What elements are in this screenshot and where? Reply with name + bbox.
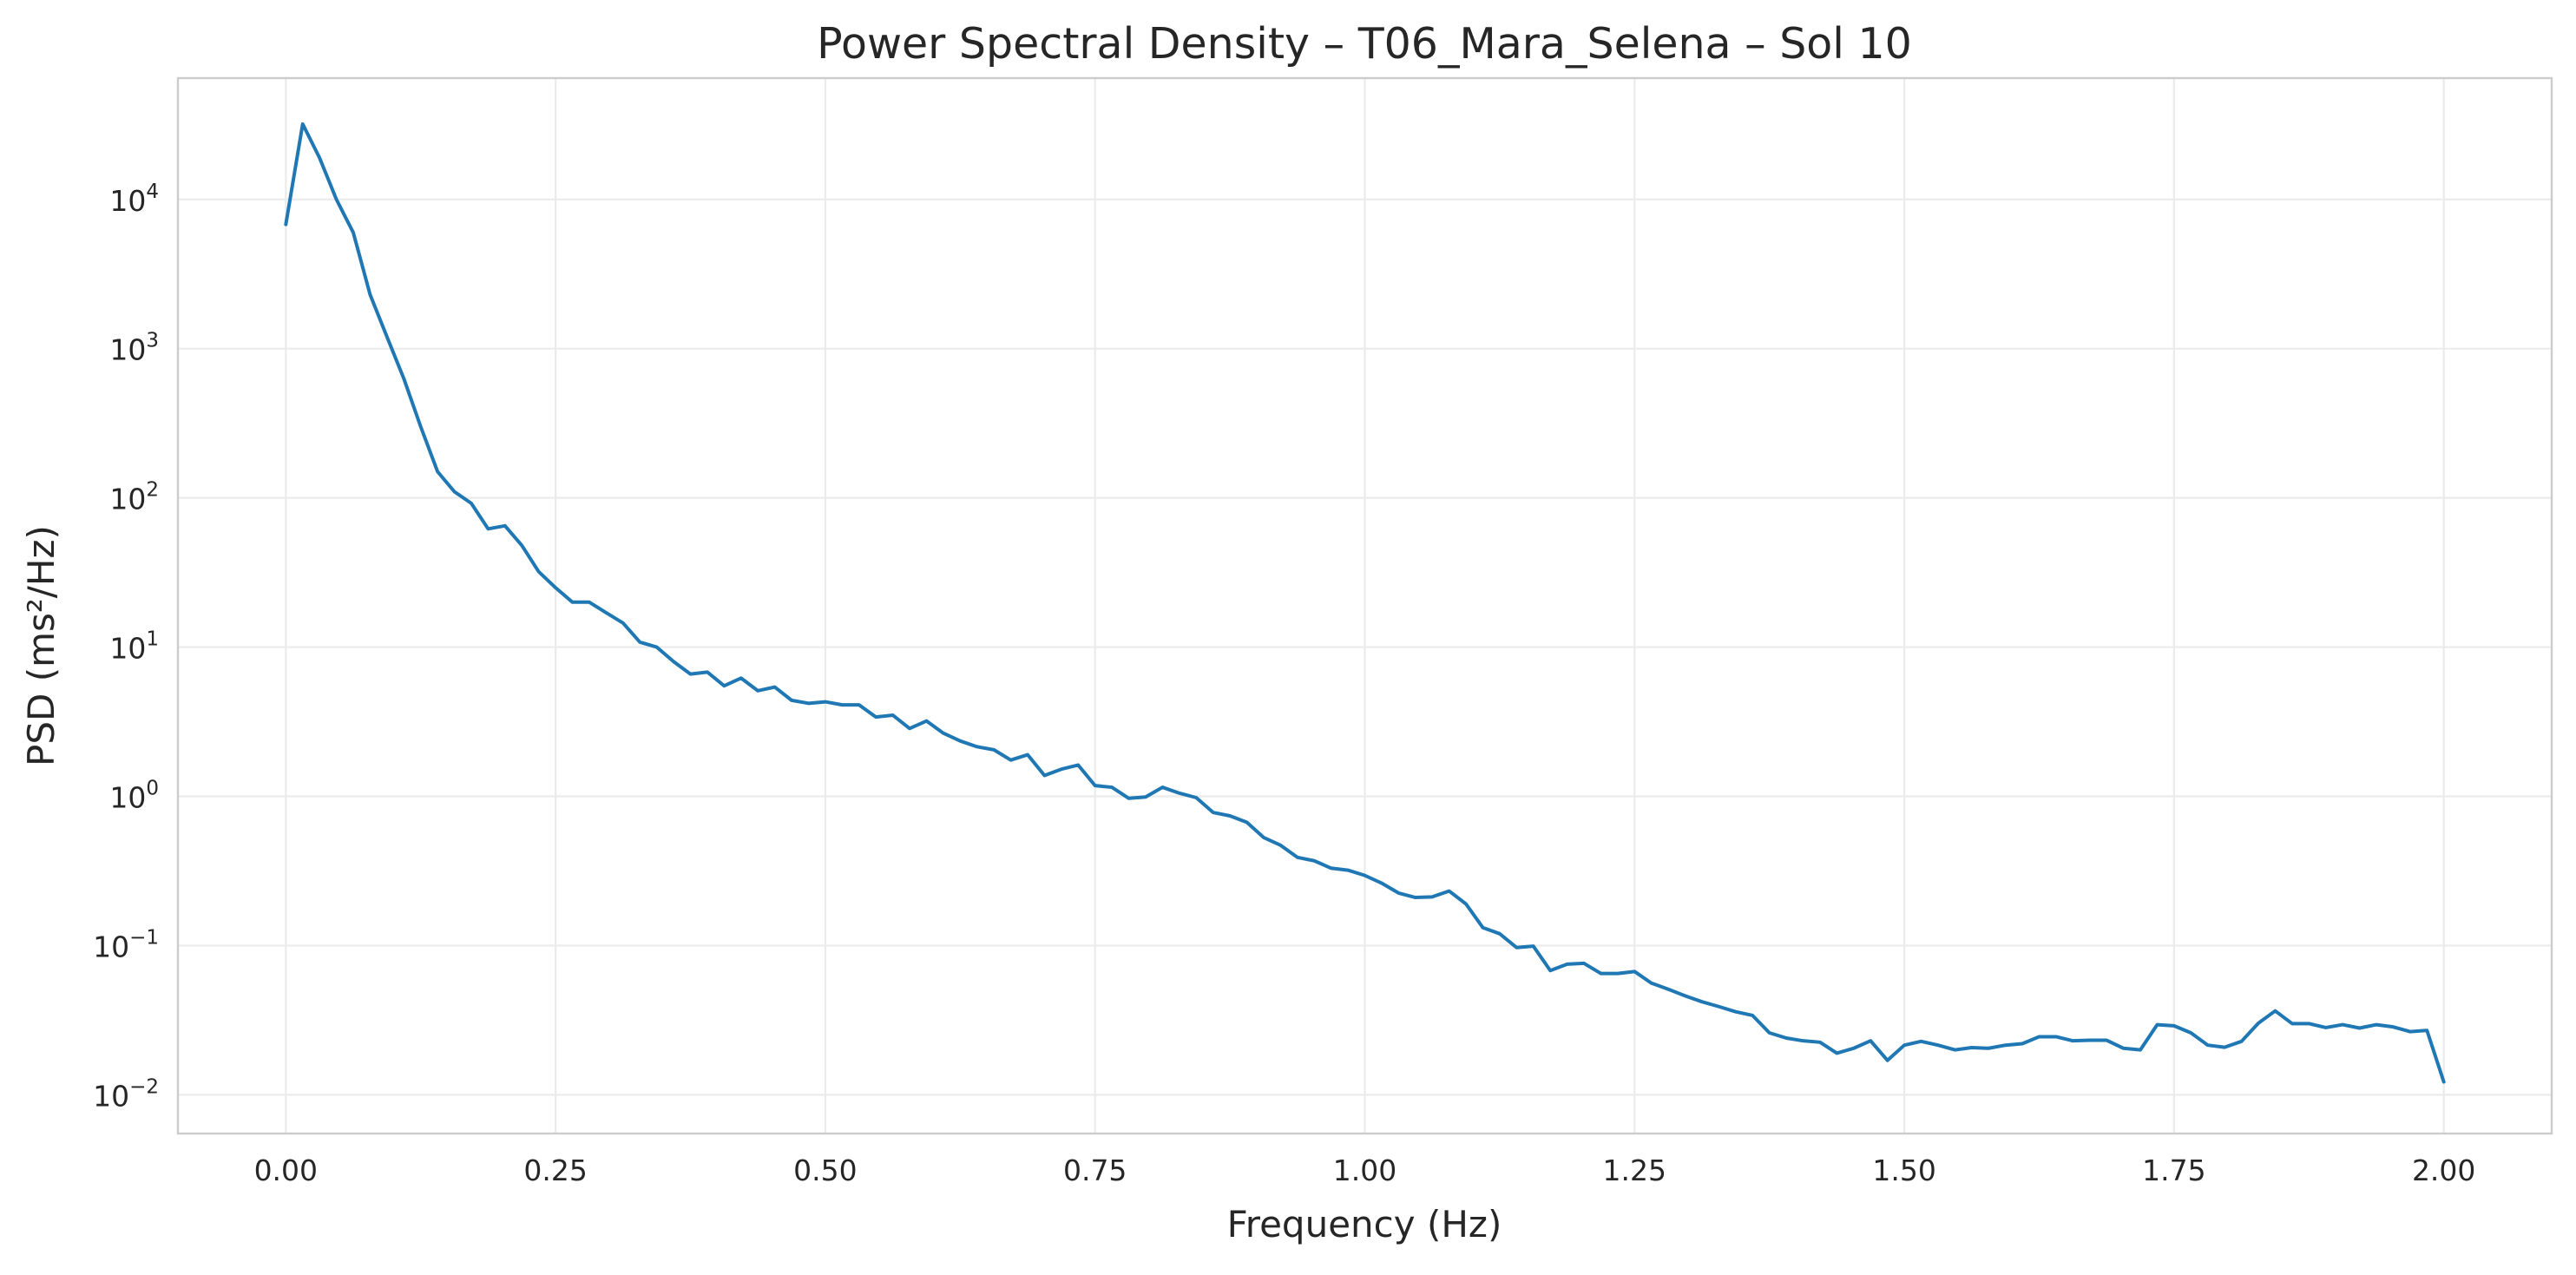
y-tick-label: 101 (109, 628, 159, 666)
y-tick-exponent: 2 (146, 479, 159, 502)
y-tick-label: 104 (109, 181, 159, 218)
x-tick-label: 1.25 (1603, 1153, 1666, 1187)
y-axis-label: PSD (ms²/Hz) (20, 525, 62, 766)
y-tick-exponent: 4 (146, 181, 159, 203)
y-tick-exponent: 1 (146, 628, 159, 651)
y-tick-base: 10 (109, 184, 146, 218)
y-tick-base: 10 (93, 1079, 129, 1113)
y-tick-exponent: −2 (129, 1075, 159, 1098)
y-tick-label: 103 (109, 330, 159, 367)
y-tick-label: 100 (109, 777, 159, 814)
grid-lines (178, 78, 2552, 1134)
y-tick-exponent: 3 (146, 330, 159, 352)
x-tick-label: 0.75 (1063, 1153, 1127, 1187)
psd-series-line (284, 122, 2446, 1084)
x-tick-label: 2.00 (2412, 1153, 2475, 1187)
chart-title: Power Spectral Density – T06_Mara_Selena… (817, 19, 1912, 69)
x-tick-labels: 0.00 0.25 0.50 0.75 1.00 1.25 1.50 1.75 2.00 (254, 1153, 2476, 1187)
y-tick-base: 10 (109, 333, 146, 367)
y-tick-label: 102 (109, 479, 159, 516)
y-tick-base: 10 (93, 930, 129, 963)
x-tick-label: 0.25 (523, 1153, 587, 1187)
x-tick-label: 1.00 (1333, 1153, 1396, 1187)
plot-frame (176, 76, 2553, 1135)
x-tick-label: 0.50 (793, 1153, 857, 1187)
y-tick-label: 10−1 (93, 926, 159, 963)
x-tick-label: 1.75 (2142, 1153, 2205, 1187)
y-tick-label: 10−2 (93, 1075, 159, 1113)
y-tick-base: 10 (109, 632, 146, 666)
y-tick-base: 10 (109, 483, 146, 516)
y-tick-base: 10 (109, 780, 146, 814)
series-layer (284, 122, 2446, 1084)
x-tick-label: 1.50 (1872, 1153, 1935, 1187)
x-axis-label: Frequency (Hz) (1227, 1203, 1502, 1245)
x-tick-label: 0.00 (254, 1153, 318, 1187)
y-tick-exponent: 0 (146, 777, 159, 799)
y-tick-exponent: −1 (129, 926, 159, 949)
